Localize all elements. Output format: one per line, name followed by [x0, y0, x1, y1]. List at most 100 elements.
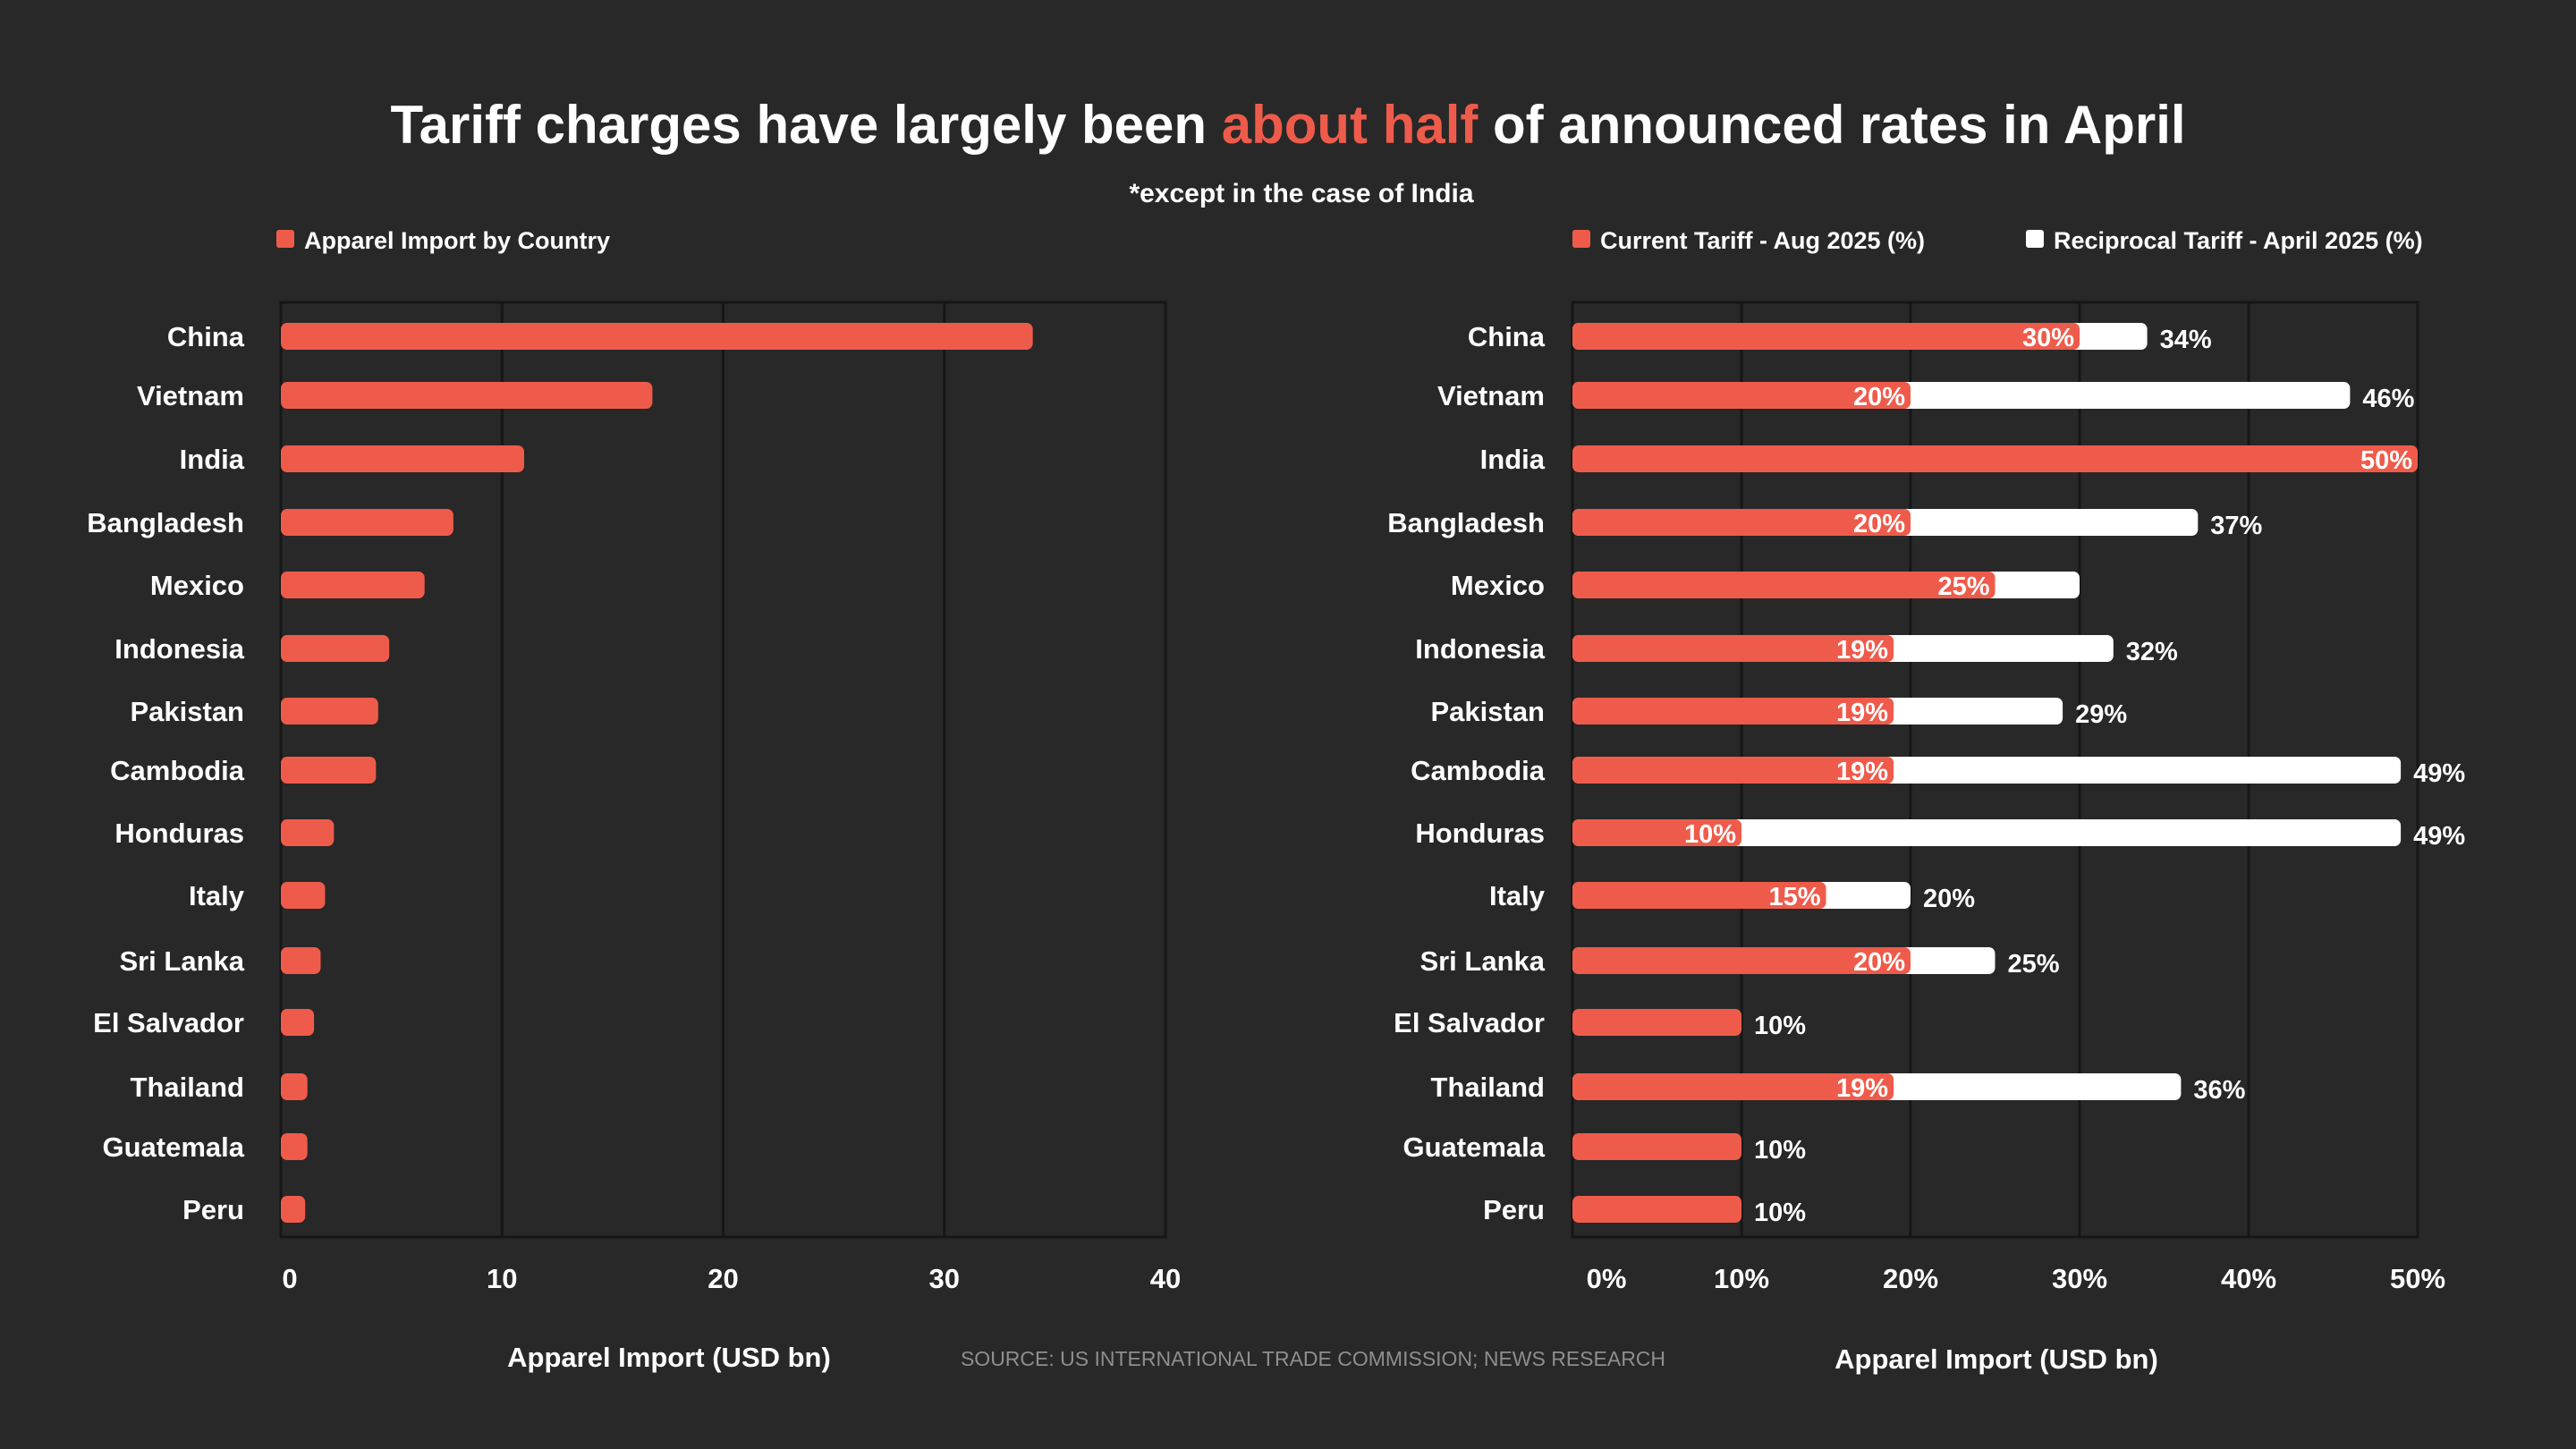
- country-label-indonesia: Indonesia: [114, 633, 244, 665]
- current-tariff-label-vietnam: 20%: [1853, 383, 1905, 411]
- current-tariff-label-bangladesh: 20%: [1853, 510, 1905, 538]
- current-tariff-bar-cambodia: [1572, 757, 1894, 784]
- reciprocal-tariff-label-sri-lanka: 25%: [2008, 950, 2060, 979]
- tariff-country-label-mexico: Mexico: [1451, 570, 1545, 601]
- chart-title: Tariff charges have largely been about h…: [390, 95, 2185, 155]
- current-tariff-bar-india: [1572, 445, 2418, 472]
- legend-label-current-tariff: Current Tariff - Aug 2025 (%): [1600, 227, 1925, 254]
- title-highlight: about half: [1222, 95, 1479, 155]
- legend-swatch-reciprocal-tariff: [2026, 230, 2044, 248]
- import-bar-mexico: [281, 572, 425, 598]
- current-tariff-label-italy: 15%: [1768, 883, 1820, 911]
- legend-label-reciprocal-tariff: Reciprocal Tariff - April 2025 (%): [2054, 227, 2423, 254]
- current-tariff-bar-vietnam: [1572, 382, 1911, 409]
- country-label-mexico: Mexico: [150, 570, 244, 601]
- country-label-india: India: [180, 444, 245, 475]
- country-label-guatemala: Guatemala: [102, 1131, 244, 1163]
- reciprocal-tariff-label-italy: 20%: [1923, 885, 1975, 913]
- country-label-china: China: [167, 321, 245, 352]
- current-tariff-bar-guatemala: [1572, 1133, 1741, 1160]
- right-x-tick-label: 0%: [1587, 1263, 1627, 1294]
- right-x-axis-title: Apparel Import (USD bn): [1835, 1343, 2158, 1375]
- reciprocal-tariff-label-peru: 10%: [1754, 1199, 1806, 1227]
- import-bar-italy: [281, 882, 326, 909]
- import-bar-guatemala: [281, 1133, 308, 1160]
- legend-swatch-imports: [276, 230, 294, 248]
- current-tariff-label-pakistan: 19%: [1836, 699, 1888, 727]
- import-bar-pakistan: [281, 698, 378, 724]
- left-x-tick-label: 10: [487, 1263, 517, 1294]
- import-bar-chart: 0 10 20 30 40 China Vietnam India Bangladesh Mexi…: [87, 301, 1181, 1294]
- country-label-thailand: Thailand: [131, 1072, 244, 1103]
- tariff-country-label-guatemala: Guatemala: [1402, 1131, 1545, 1163]
- tariff-country-label-cambodia: Cambodia: [1411, 755, 1546, 786]
- country-label-vietnam: Vietnam: [137, 380, 244, 411]
- current-tariff-bar-thailand: [1572, 1073, 1894, 1100]
- reciprocal-tariff-label-cambodia: 49%: [2413, 759, 2465, 788]
- left-x-tick-label: 0: [282, 1263, 297, 1294]
- import-bar-vietnam: [281, 382, 653, 409]
- country-label-honduras: Honduras: [114, 818, 244, 849]
- country-label-italy: Italy: [189, 880, 245, 911]
- country-label-cambodia: Cambodia: [110, 755, 245, 786]
- reciprocal-tariff-label-honduras: 49%: [2413, 822, 2465, 851]
- left-x-tick-label: 40: [1150, 1263, 1181, 1294]
- reciprocal-tariff-label-guatemala: 10%: [1754, 1136, 1806, 1165]
- country-label-bangladesh: Bangladesh: [87, 507, 244, 538]
- tariff-country-label-pakistan: Pakistan: [1430, 696, 1545, 727]
- left-x-tick-label: 20: [708, 1263, 738, 1294]
- import-bar-bangladesh: [281, 509, 453, 536]
- tariff-country-label-sri-lanka: Sri Lanka: [1419, 945, 1545, 977]
- current-tariff-bar-mexico: [1572, 572, 1996, 598]
- legend-swatch-current-tariff: [1572, 230, 1590, 248]
- title-part-2: of announced rates in April: [1478, 95, 2185, 155]
- left-x-tick-label: 30: [929, 1263, 960, 1294]
- tariff-country-label-honduras: Honduras: [1415, 818, 1545, 849]
- tariff-country-label-india: India: [1480, 444, 1546, 475]
- legend-label-imports: Apparel Import by Country: [304, 227, 610, 254]
- import-bar-honduras: [281, 819, 335, 846]
- country-label-peru: Peru: [182, 1194, 244, 1225]
- reciprocal-tariff-label-china: 34%: [2160, 326, 2212, 354]
- current-tariff-bar-peru: [1572, 1196, 1741, 1223]
- reciprocal-tariff-label-thailand: 36%: [2193, 1076, 2245, 1105]
- reciprocal-tariff-label-vietnam: 46%: [2362, 385, 2414, 413]
- source-note: SOURCE: US INTERNATIONAL TRADE COMMISSIO…: [961, 1347, 1665, 1370]
- current-tariff-label-indonesia: 19%: [1836, 636, 1888, 665]
- current-tariff-label-china: 30%: [2022, 324, 2074, 352]
- right-x-tick-label: 50%: [2390, 1263, 2445, 1294]
- country-label-el-salvador: El Salvador: [93, 1007, 244, 1038]
- import-bar-sri-lanka: [281, 947, 321, 974]
- tariff-country-label-bangladesh: Bangladesh: [1387, 507, 1545, 538]
- country-label-pakistan: Pakistan: [130, 696, 244, 727]
- chart-subtitle: *except in the case of India: [1129, 179, 1473, 208]
- left-x-axis-title: Apparel Import (USD bn): [507, 1342, 831, 1373]
- reciprocal-tariff-label-indonesia: 32%: [2126, 638, 2178, 666]
- tariff-country-label-peru: Peru: [1483, 1194, 1545, 1225]
- current-tariff-label-mexico: 25%: [1937, 572, 1989, 601]
- current-tariff-bar-indonesia: [1572, 635, 1894, 662]
- right-x-tick-label: 10%: [1714, 1263, 1769, 1294]
- reciprocal-tariff-label-el-salvador: 10%: [1754, 1012, 1806, 1040]
- import-bar-india: [281, 445, 524, 472]
- tariff-country-label-el-salvador: El Salvador: [1394, 1007, 1545, 1038]
- reciprocal-tariff-label-bangladesh: 37%: [2210, 512, 2262, 540]
- current-tariff-label-thailand: 19%: [1836, 1074, 1888, 1103]
- import-bar-peru: [281, 1196, 306, 1223]
- tariff-country-label-china: China: [1468, 321, 1546, 352]
- current-tariff-bar-sri-lanka: [1572, 947, 1911, 974]
- import-bar-china: [281, 323, 1033, 350]
- reciprocal-tariff-bar-honduras: [1572, 819, 2402, 846]
- tariff-country-label-indonesia: Indonesia: [1415, 633, 1545, 665]
- import-bar-thailand: [281, 1073, 308, 1100]
- tariff-country-label-thailand: Thailand: [1431, 1072, 1545, 1103]
- current-tariff-bar-el-salvador: [1572, 1009, 1741, 1036]
- country-label-sri-lanka: Sri Lanka: [119, 945, 244, 977]
- right-x-tick-label: 40%: [2221, 1263, 2276, 1294]
- reciprocal-tariff-label-pakistan: 29%: [2075, 700, 2127, 729]
- current-tariff-bar-italy: [1572, 882, 1826, 909]
- current-tariff-label-sri-lanka: 20%: [1853, 948, 1905, 977]
- current-tariff-bar-bangladesh: [1572, 509, 1911, 536]
